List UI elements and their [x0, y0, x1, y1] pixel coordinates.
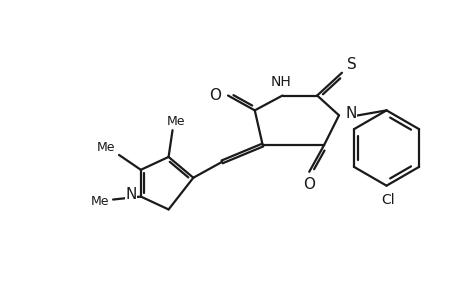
Text: O: O	[302, 177, 314, 192]
Text: Me: Me	[166, 115, 185, 128]
Text: NH: NH	[269, 75, 290, 88]
Text: N: N	[344, 106, 356, 121]
Text: Me: Me	[97, 140, 115, 154]
Text: O: O	[209, 88, 221, 103]
Text: N: N	[125, 187, 136, 202]
Text: S: S	[346, 57, 356, 72]
Text: Me: Me	[91, 195, 109, 208]
Text: Cl: Cl	[381, 193, 394, 206]
